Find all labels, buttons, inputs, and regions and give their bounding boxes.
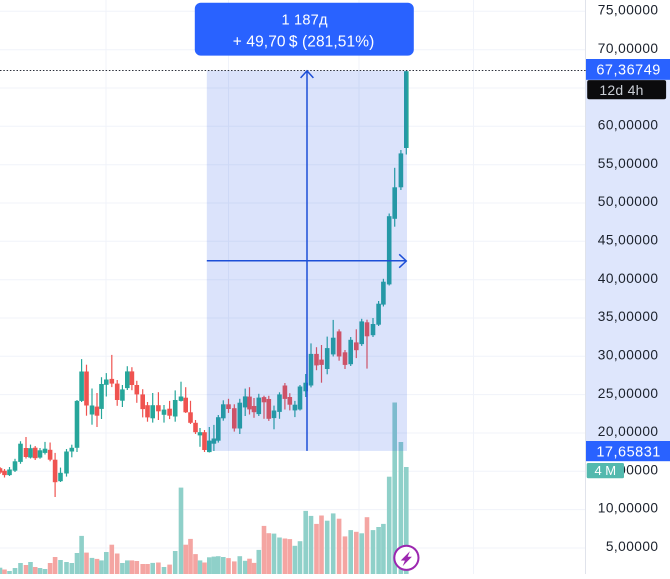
svg-text:50,00000: 50,00000 — [598, 194, 659, 209]
svg-text:30,00000: 30,00000 — [598, 347, 659, 362]
svg-text:67,36749: 67,36749 — [596, 63, 660, 79]
svg-text:45,00000: 45,00000 — [598, 232, 659, 247]
svg-text:75,00000: 75,00000 — [598, 2, 659, 17]
svg-text:70,00000: 70,00000 — [598, 41, 659, 56]
svg-text:+ 49,70 $ (281,51%): + 49,70 $ (281,51%) — [233, 33, 375, 50]
svg-text:4 M: 4 M — [594, 463, 616, 478]
svg-text:40,00000: 40,00000 — [598, 271, 659, 286]
svg-text:1 187д: 1 187д — [281, 13, 328, 29]
svg-text:55,00000: 55,00000 — [598, 156, 659, 171]
svg-text:35,00000: 35,00000 — [598, 309, 659, 324]
svg-text:5,00000: 5,00000 — [606, 539, 659, 554]
svg-text:25,00000: 25,00000 — [598, 386, 659, 401]
svg-text:10,00000: 10,00000 — [598, 501, 659, 516]
svg-text:17,65831: 17,65831 — [596, 444, 660, 460]
svg-text:20,00000: 20,00000 — [598, 424, 659, 439]
svg-text:12d 4h: 12d 4h — [599, 82, 643, 98]
svg-text:60,00000: 60,00000 — [598, 117, 659, 132]
